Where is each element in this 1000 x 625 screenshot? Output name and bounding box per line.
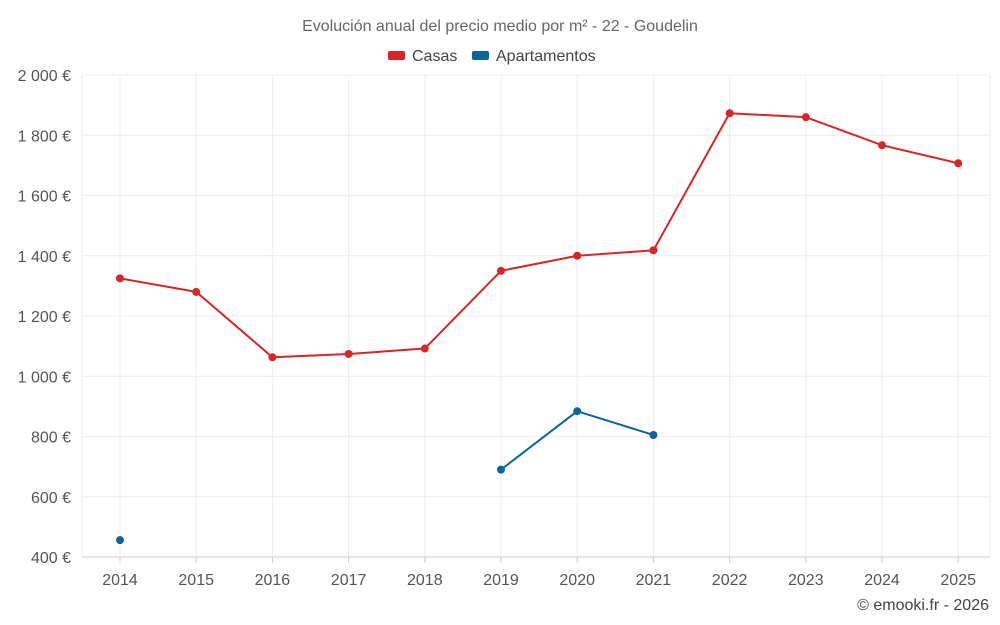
data-point-casas[interactable] <box>344 349 353 358</box>
data-point-casas[interactable] <box>878 141 886 150</box>
x-tick-label: 2019 <box>483 572 519 589</box>
data-point-casas[interactable] <box>116 274 124 283</box>
y-tick-label: 600 € <box>31 490 71 507</box>
data-point-apartamentos[interactable] <box>497 465 505 474</box>
legend-label-apartamentos: Apartamentos <box>496 48 596 65</box>
y-tick-label: 1 600 € <box>18 189 71 206</box>
x-tick-label: 2015 <box>178 572 214 589</box>
axis-layer: 400 € 600 € 800 € 1 000 € 1 200 € 1 400 € 1 60… <box>18 68 976 589</box>
y-tick-label: 1 200 € <box>18 309 71 326</box>
data-point-casas[interactable] <box>649 246 658 255</box>
y-tick-label: 400 € <box>31 550 71 567</box>
legend-item-casas[interactable]: Casas <box>388 48 457 65</box>
data-point-casas[interactable] <box>573 251 582 260</box>
data-point-apartamentos[interactable] <box>116 536 124 545</box>
x-tick-label: 2014 <box>102 572 138 589</box>
x-tick-label: 2025 <box>940 572 976 589</box>
legend-label-casas: Casas <box>412 48 457 65</box>
y-tick-label: 800 € <box>31 430 71 447</box>
y-tick-label: 2 000 € <box>18 68 71 85</box>
data-point-apartamentos[interactable] <box>649 430 658 439</box>
y-tick-label: 1 800 € <box>18 128 71 145</box>
data-point-casas[interactable] <box>192 287 201 296</box>
series-layer <box>116 109 963 545</box>
data-point-casas[interactable] <box>420 344 429 353</box>
data-point-casas[interactable] <box>725 109 734 118</box>
y-tick-label: 1 400 € <box>18 249 71 266</box>
legend-swatch-apartamentos <box>472 51 489 60</box>
legend-item-apartamentos[interactable]: Apartamentos <box>472 48 596 65</box>
data-point-casas[interactable] <box>497 266 505 275</box>
credit-text: © emooki.fr - 2026 <box>857 597 989 614</box>
chart-title: Evolución anual del precio medio por m² … <box>302 18 698 35</box>
data-point-casas[interactable] <box>268 353 277 362</box>
data-point-apartamentos[interactable] <box>573 407 582 416</box>
x-tick-label: 2017 <box>331 572 367 589</box>
data-point-casas[interactable] <box>954 159 963 168</box>
data-point-casas[interactable] <box>801 113 810 122</box>
y-tick-label: 1 000 € <box>18 369 71 386</box>
x-tick-label: 2016 <box>255 572 291 589</box>
series-apartamentos <box>116 407 658 545</box>
legend-swatch-casas <box>388 51 405 60</box>
x-tick-label: 2020 <box>559 572 595 589</box>
series-line-casas <box>119 112 959 359</box>
x-tick-label: 2018 <box>407 572 443 589</box>
x-tick-label: 2023 <box>788 572 824 589</box>
chart-legend: Casas Apartamentos <box>388 48 596 65</box>
x-tick-label: 2022 <box>712 572 748 589</box>
grid-layer <box>81 74 991 558</box>
x-tick-label: 2024 <box>864 572 900 589</box>
x-tick-label: 2021 <box>636 572 672 589</box>
series-casas <box>116 109 963 362</box>
